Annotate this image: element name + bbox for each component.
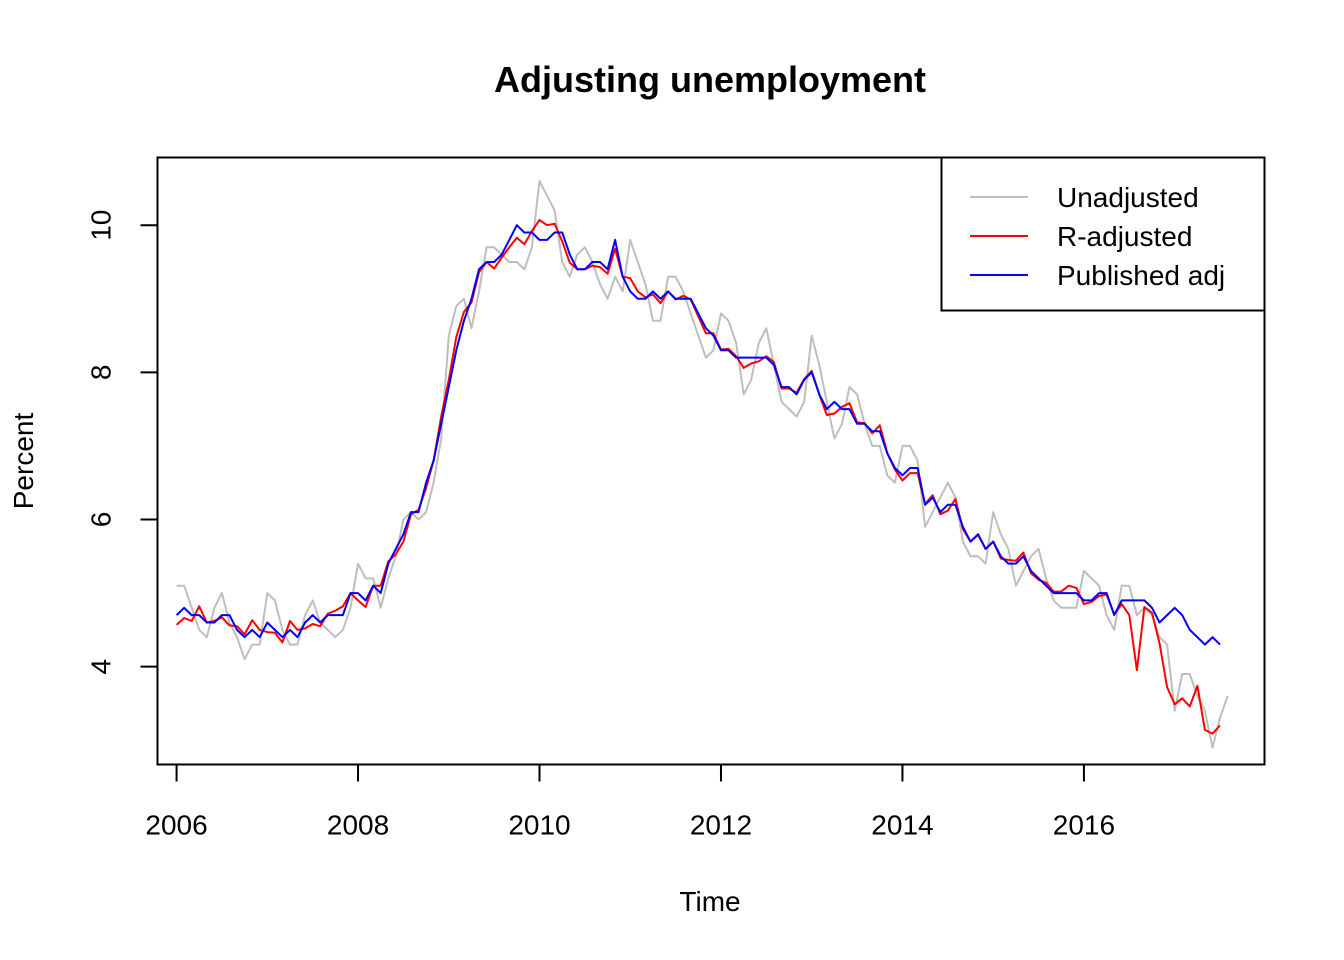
y-tick-label: 8 (86, 365, 117, 381)
x-axis: 2006 2008 2010 2012 2014 2016 (145, 763, 1115, 841)
series-layer (175, 180, 1229, 749)
y-axis: 4 6 8 10 (86, 210, 159, 675)
series-line-published-adj (175, 224, 1221, 646)
x-axis-label: Time (679, 886, 740, 917)
legend: Unadjusted R-adjusted Published adj (940, 156, 1266, 312)
x-tick-label: 2008 (327, 810, 389, 841)
x-tick-label: 2010 (508, 810, 570, 841)
legend-box (940, 156, 1266, 312)
series-line-unadjusted (176, 180, 1229, 749)
y-tick-label: 6 (86, 512, 117, 528)
x-tick-label: 2006 (145, 810, 207, 841)
y-axis-label: Percent (8, 413, 39, 510)
x-tick-label: 2016 (1053, 810, 1115, 841)
x-tick-label: 2012 (690, 810, 752, 841)
legend-label-r-adjusted: R-adjusted (1057, 221, 1192, 252)
y-tick-label: 4 (86, 659, 117, 675)
y-tick-label: 10 (86, 210, 117, 241)
legend-label-published-adj: Published adj (1057, 260, 1225, 291)
x-tick-label: 2014 (871, 810, 933, 841)
chart-title: Adjusting unemployment (494, 59, 926, 100)
legend-label-unadjusted: Unadjusted (1057, 182, 1199, 213)
